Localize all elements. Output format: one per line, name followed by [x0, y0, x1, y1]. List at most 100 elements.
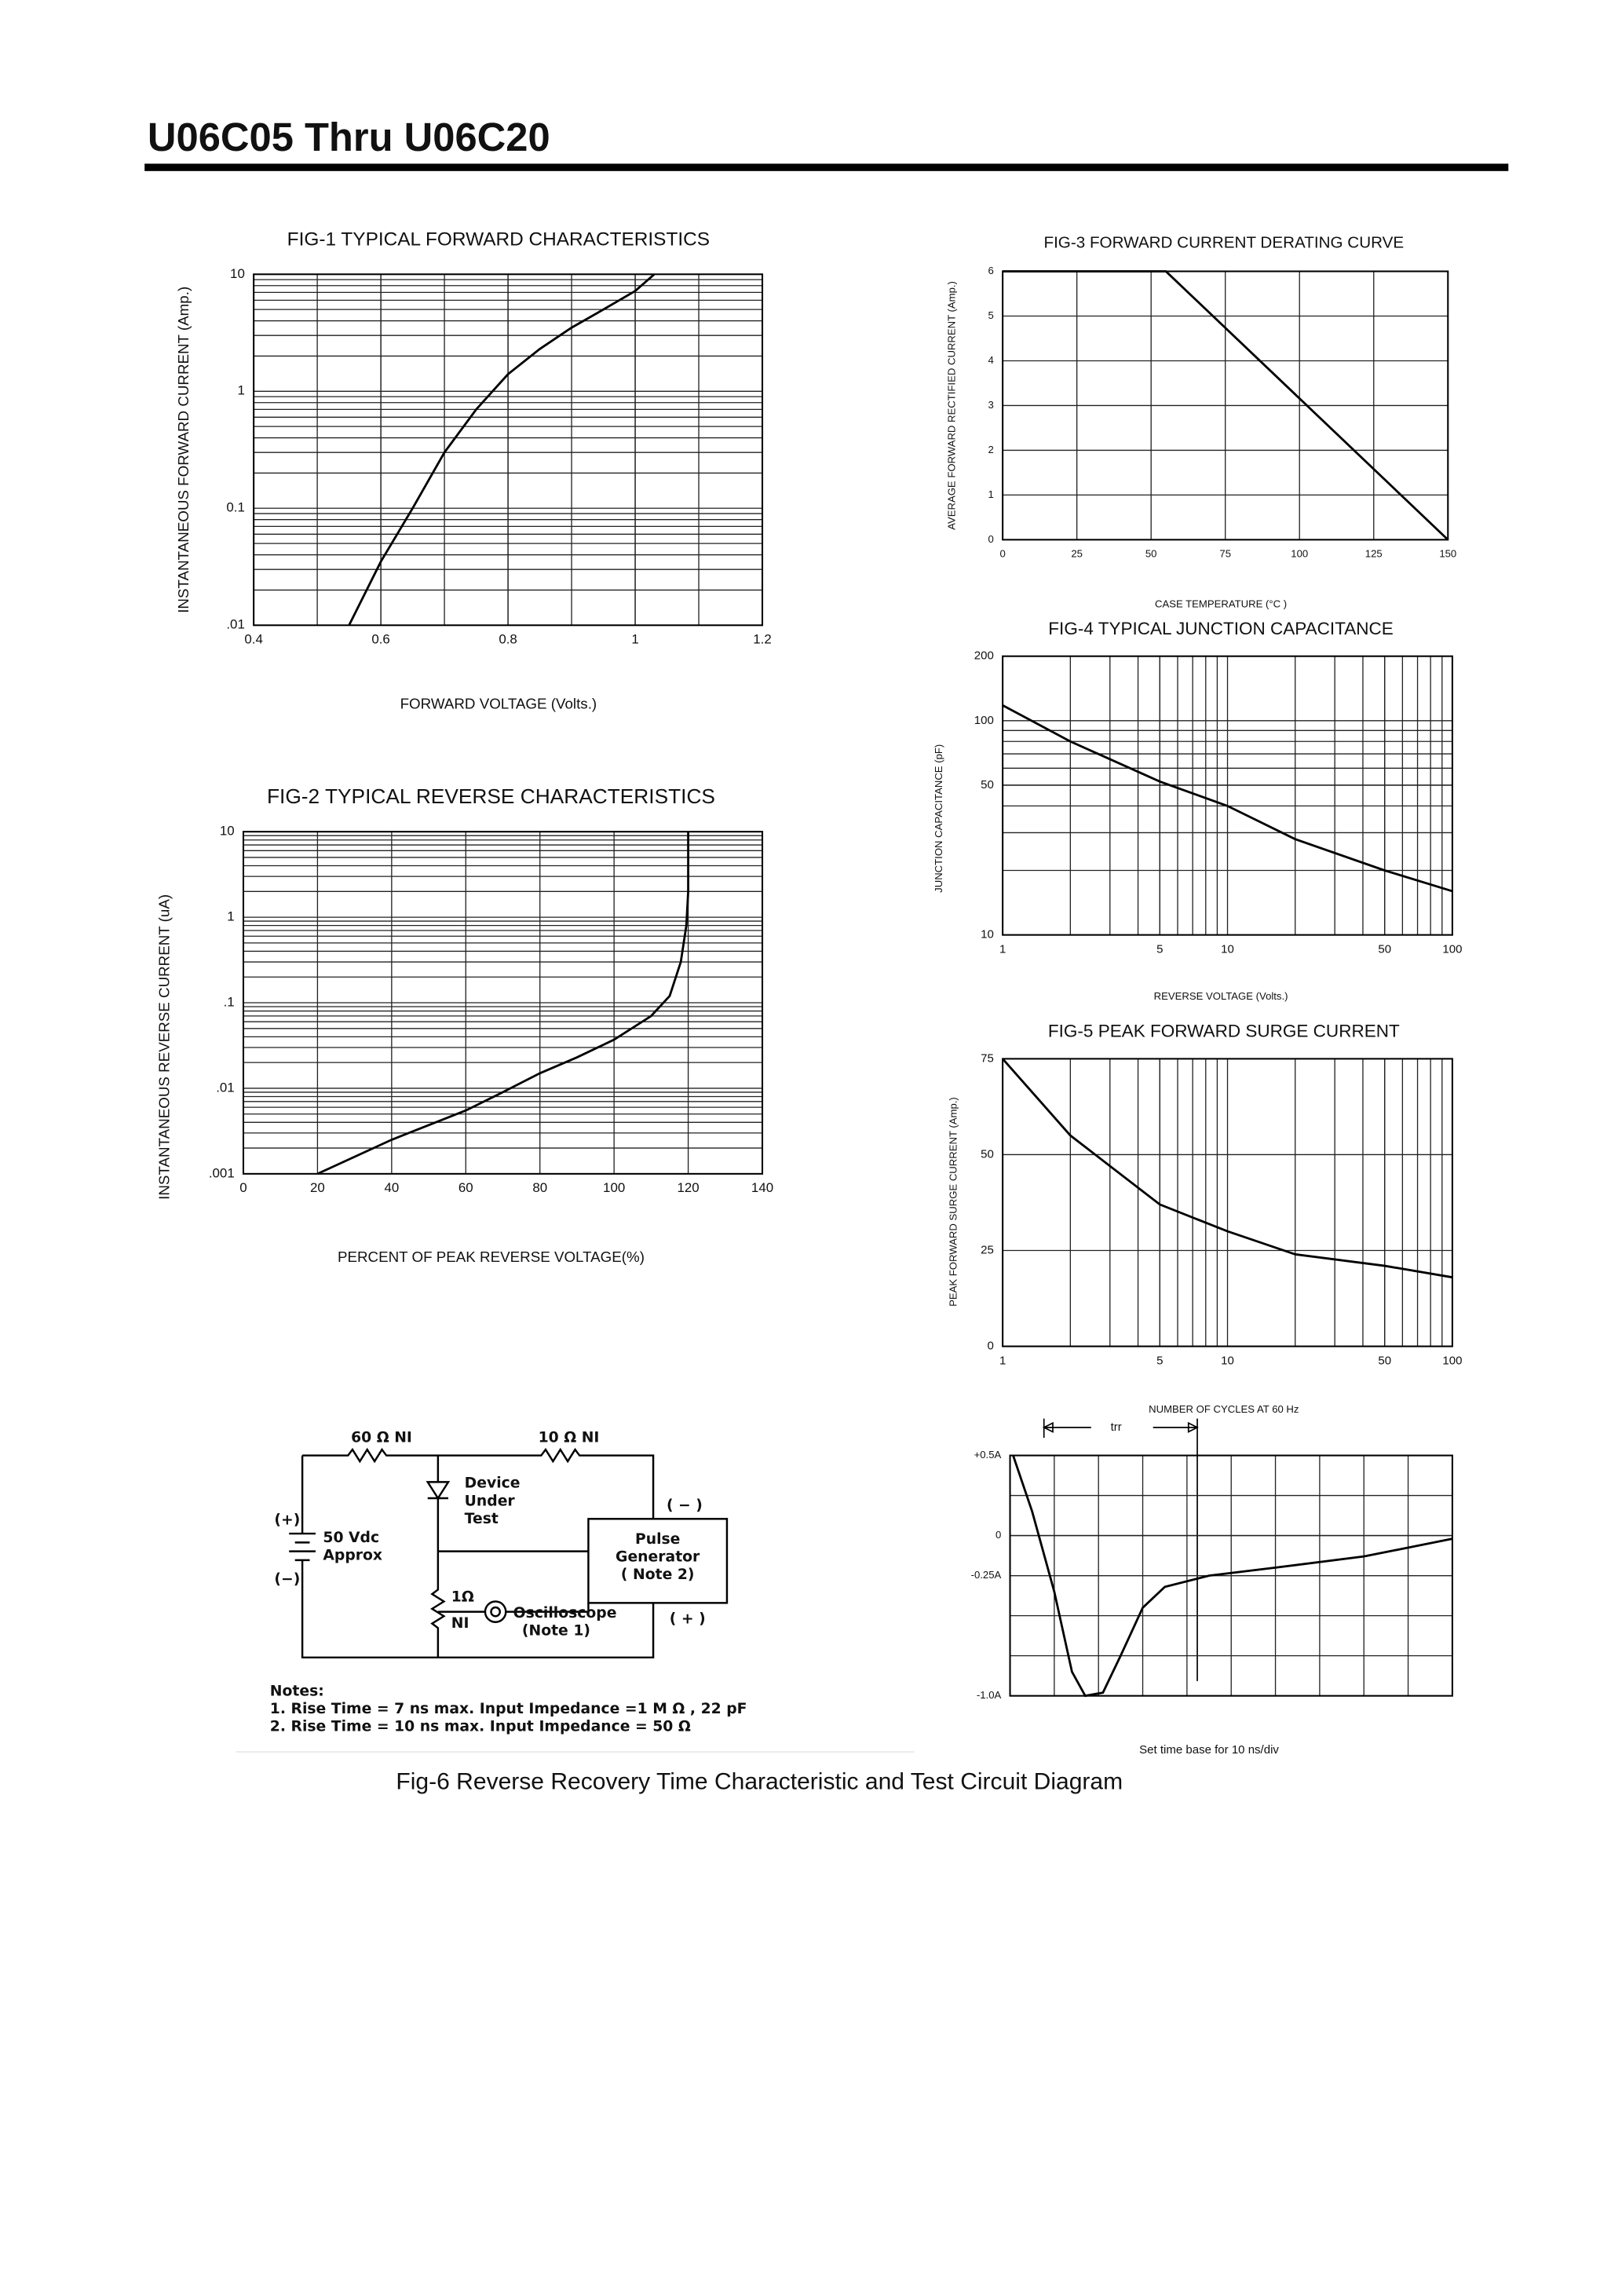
y-tick-label: 5	[988, 309, 994, 321]
data-line	[1012, 1455, 1453, 1698]
x-tick-label: 1.2	[753, 632, 771, 647]
notes-label: Notes:	[270, 1684, 324, 1700]
x-tick-label: 1	[999, 1354, 1006, 1367]
resistor-label: 1Ω	[451, 1589, 474, 1605]
data-line	[316, 832, 689, 1175]
y-tick-label: 10	[220, 824, 235, 839]
y-tick-label: 1	[988, 488, 994, 500]
title-rule	[144, 163, 1509, 171]
plot-frame	[1009, 1454, 1453, 1697]
pulse-generator-box	[587, 1518, 729, 1604]
y-tick-label: 1	[227, 909, 234, 924]
y-tick-label: .01	[216, 1080, 234, 1095]
y-tick-label: 25	[981, 1243, 994, 1256]
data-line	[1002, 704, 1453, 893]
y-tick-label: -1.0A	[977, 1689, 1002, 1701]
x-tick-label: 0.6	[371, 632, 389, 647]
y-axis-label: PEAK FORWARD SURGE CURRENT (Amp.)	[948, 1097, 959, 1307]
note: 2. Rise Time = 10 ns max. Input Impedanc…	[270, 1719, 691, 1735]
y-tick-label: 50	[981, 1147, 994, 1161]
plot-frame	[242, 831, 764, 1175]
battery	[289, 1532, 316, 1572]
oscilloscope-label: Oscilloscope	[513, 1605, 617, 1621]
polarity-label: (+)	[274, 1512, 300, 1529]
x-tick-label: 140	[751, 1180, 773, 1195]
chart-note: Set time base for 10 ns/div	[1139, 1743, 1279, 1757]
y-tick-label: 0.1	[226, 500, 244, 515]
trr-marker	[1042, 1418, 1199, 1681]
generator-label: Pulse	[635, 1531, 680, 1548]
x-tick-label: 125	[1365, 548, 1383, 560]
x-tick-label: 10	[1221, 1354, 1234, 1367]
data-line	[348, 273, 656, 626]
x-axis-label: PERCENT OF PEAK REVERSE VOLTAGE(%)	[338, 1249, 645, 1265]
x-tick-label: 75	[1219, 548, 1231, 560]
x-tick-label: 120	[677, 1180, 699, 1195]
y-axis-label: INSTANTANEOUS FORWARD CURRENT (Amp.)	[175, 287, 192, 613]
y-tick-label: 10	[981, 928, 994, 941]
oscilloscope-symbol-inner	[490, 1606, 501, 1618]
y-tick-label: 50	[981, 778, 994, 792]
wire-loop	[301, 1447, 655, 1659]
x-tick-label: 100	[603, 1180, 625, 1195]
y-tick-label: .01	[226, 617, 244, 632]
x-axis-label: CASE TEMPERATURE (°C )	[1155, 598, 1287, 609]
x-tick-label: 0	[999, 548, 1005, 560]
y-tick-label: 100	[974, 714, 994, 727]
x-axis-label: FORWARD VOLTAGE (Volts.)	[400, 696, 597, 712]
trr-label: trr	[1111, 1420, 1122, 1434]
x-tick-label: 100	[1442, 1354, 1462, 1367]
wire-branch	[426, 1455, 590, 1658]
y-tick-label: 10	[230, 266, 245, 281]
x-tick-label: 1	[999, 942, 1006, 956]
figure-caption: Fig-6 Reverse Recovery Time Characterist…	[396, 1768, 1123, 1794]
x-tick-label: 10	[1221, 942, 1234, 956]
x-tick-label: 50	[1378, 942, 1391, 956]
y-tick-label: 200	[974, 649, 994, 663]
x-tick-label: 60	[458, 1180, 473, 1195]
x-tick-label: 25	[1071, 548, 1083, 560]
resistor-label: NI	[451, 1615, 469, 1632]
y-tick-label: .001	[209, 1165, 235, 1180]
x-tick-label: 50	[1145, 548, 1157, 560]
note: 1. Rise Time = 7 ns max. Input Impedance…	[270, 1701, 747, 1717]
polarity-label: ( + )	[670, 1611, 706, 1628]
x-tick-label: 5	[1156, 1354, 1163, 1367]
resistor-label: 10 Ω NI	[539, 1430, 600, 1446]
y-axis-label: AVERAGE FORWARD RECTIFIED CURRENT (Amp.)	[946, 281, 958, 530]
battery-label: Approx	[323, 1548, 382, 1564]
chart-title: FIG-1 TYPICAL FORWARD CHARACTERISTICS	[287, 229, 710, 250]
chart-title: FIG-2 TYPICAL REVERSE CHARACTERISTICS	[267, 784, 715, 808]
x-tick-label: 20	[310, 1180, 325, 1195]
plot-frame	[1002, 655, 1453, 936]
y-axis-label: JUNCTION CAPACITANCE (pF)	[933, 744, 944, 893]
plot-frame	[253, 273, 764, 627]
y-tick-label: +0.5A	[974, 1449, 1002, 1461]
test-circuit: 60 Ω NI 10 Ω NI Device Under Test ( − ) …	[270, 1430, 747, 1735]
plot-frame	[1002, 270, 1449, 541]
y-tick-label: 0	[995, 1529, 1001, 1541]
y-tick-label: 2	[988, 444, 994, 455]
y-tick-label: -0.25A	[971, 1569, 1002, 1581]
x-tick-label: 0.4	[244, 632, 262, 647]
dut-label: Under	[465, 1493, 516, 1509]
x-tick-label: 40	[384, 1180, 399, 1195]
x-axis-label: NUMBER OF CYCLES AT 60 Hz	[1149, 1403, 1299, 1415]
polarity-label: ( − )	[667, 1497, 703, 1514]
x-tick-label: 5	[1156, 942, 1163, 956]
chart-title: FIG-4 TYPICAL JUNCTION CAPACITANCE	[1048, 619, 1394, 638]
x-tick-label: 80	[532, 1180, 547, 1195]
dut-label: Test	[465, 1511, 499, 1527]
y-tick-label: 75	[981, 1051, 994, 1065]
y-tick-label: 0	[988, 1340, 994, 1353]
page-title: U06C05 Thru U06C20	[148, 115, 550, 159]
data-line	[1002, 1058, 1453, 1279]
x-tick-label: 50	[1378, 1354, 1391, 1367]
generator-label: ( Note 2)	[621, 1567, 695, 1583]
y-axis-label: INSTANTANEOUS REVERSE CURRENT (uA)	[155, 894, 172, 1200]
generator-label: Generator	[616, 1549, 700, 1566]
resistor-label: 60 Ω NI	[351, 1430, 412, 1446]
y-tick-label: 0	[988, 533, 994, 545]
